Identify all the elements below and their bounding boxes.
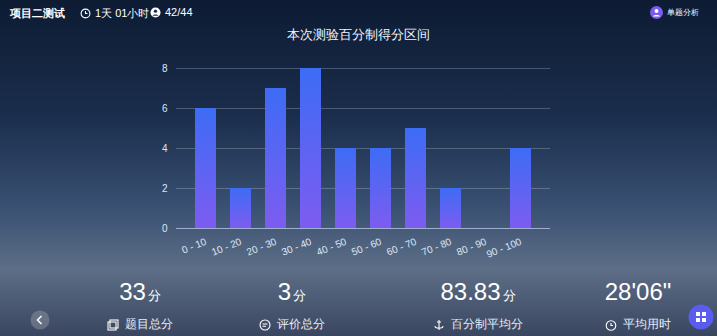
svg-text:0 - 10: 0 - 10 [180, 236, 208, 256]
html-text:百分制平均分: 百分制平均分 [451, 317, 523, 331]
svg-text:90 - 100: 90 - 100 [485, 236, 524, 260]
svg-text:60 - 70: 60 - 70 [385, 236, 418, 258]
html-text:平均用时: 平均用时 [623, 317, 671, 331]
html-text:评价总分: 评价总分 [277, 317, 325, 331]
html-text:项目二测试: 项目二测试 [10, 7, 65, 19]
html-text:本次测验百分制得分区间: 本次测验百分制得分区间 [287, 27, 430, 42]
svg-text:40 - 50: 40 - 50 [315, 236, 348, 258]
svg-text:8: 8 [162, 63, 168, 74]
svg-text:6: 6 [162, 103, 168, 114]
html-text:83.83分: 83.83分 [440, 278, 516, 305]
html-text:3分: 3分 [277, 278, 307, 305]
svg-text:2: 2 [162, 183, 168, 194]
svg-text:50 - 60: 50 - 60 [350, 236, 383, 258]
html-text:42/44: 42/44 [165, 6, 193, 18]
html-text:题目总分: 题目总分 [125, 317, 173, 331]
html-text:33分: 33分 [119, 278, 161, 305]
svg-text:30 - 40: 30 - 40 [280, 236, 313, 258]
svg-text:0: 0 [162, 223, 168, 234]
svg-text:4: 4 [162, 143, 168, 154]
svg-text:70 - 80: 70 - 80 [420, 236, 453, 258]
html-text:28'06": 28'06" [604, 278, 672, 305]
svg-text:20 - 30: 20 - 30 [245, 236, 278, 258]
html-text:1天 01小时: 1天 01小时 [95, 7, 150, 19]
svg-text:10 - 20: 10 - 20 [210, 236, 243, 258]
html-text:单题分析: 单题分析 [667, 8, 699, 17]
svg-text:80 - 90: 80 - 90 [455, 236, 488, 258]
